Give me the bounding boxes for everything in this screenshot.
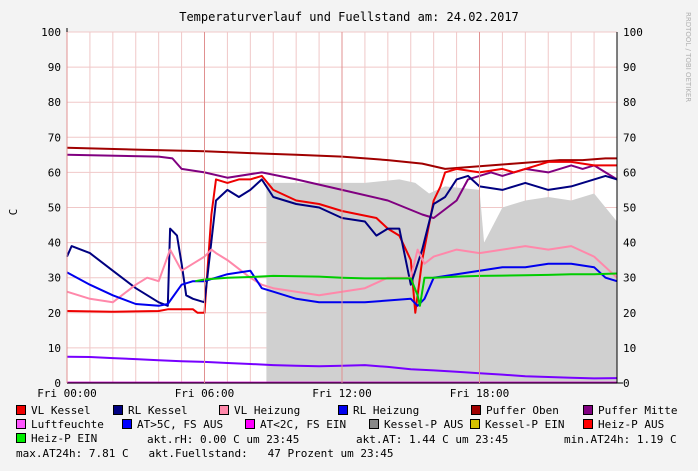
legend-label: VL Heizung	[234, 404, 301, 417]
legend-item: Kessel-P EIN	[470, 418, 564, 431]
legend-swatch	[16, 433, 26, 443]
legend-item: Heiz-P AUS	[583, 418, 664, 431]
legend-item: VL Heizung	[219, 404, 300, 417]
legend-item: RL Heizung	[338, 404, 419, 417]
legend-label: RL Heizung	[353, 404, 420, 417]
legend-swatch	[122, 419, 132, 429]
info-max-and-level: max.AT24h: 7.81 C akt.Fuellstand: 47 Pro…	[16, 447, 394, 460]
legend-label: Kessel-P AUS	[384, 418, 464, 431]
legend-item: RL Kessel	[113, 404, 188, 417]
legend-item: Luftfeuchte	[16, 418, 104, 431]
legend-label: AT>5C, FS AUS	[137, 418, 224, 431]
series-line-heiz-p-ein	[195, 272, 618, 307]
y-tick-label-right: 0	[623, 377, 630, 390]
y-tick-label-right: 60	[623, 166, 636, 179]
y-tick-label-right: 10	[623, 342, 636, 355]
legend-swatch	[338, 405, 348, 415]
legend-swatch	[583, 419, 593, 429]
legend-swatch	[583, 405, 593, 415]
series-line-vl-heizung	[66, 245, 618, 304]
y-tick-label: 60	[48, 166, 61, 179]
legend-item: Kessel-P AUS	[369, 418, 463, 431]
y-tick-label-right: 20	[623, 307, 636, 320]
legend-swatch	[245, 419, 255, 429]
x-tick-label: Fri 18:00	[450, 387, 510, 400]
y-tick-label-right: 80	[623, 96, 636, 109]
y-tick-label: 0	[54, 377, 61, 390]
legend-label: Puffer Mitte	[598, 404, 678, 417]
legend-swatch	[369, 419, 379, 429]
y-tick-label: 90	[48, 61, 61, 74]
legend-item: Puffer Oben	[471, 404, 559, 417]
legend-swatch	[219, 405, 229, 415]
series-area-fuellstand	[266, 179, 617, 383]
info-rh: akt.rH: 0.00 C um 23:45	[147, 433, 300, 446]
chart-title: Temperaturverlauf und Fuellstand am: 24.…	[179, 10, 519, 24]
y-tick-label: 30	[48, 272, 61, 285]
info-at: akt.AT: 1.44 C um 23:45	[356, 433, 509, 446]
legend-swatch	[471, 405, 481, 415]
y-tick-label-right: 50	[623, 202, 636, 215]
legend-item: VL Kessel	[16, 404, 91, 417]
y-tick-label: 20	[48, 307, 61, 320]
legend-swatch	[16, 419, 26, 429]
y-tick-label-right: 30	[623, 272, 636, 285]
legend-label: Puffer Oben	[486, 404, 559, 417]
series-line-puffer-oben	[66, 146, 617, 170]
legend-label: RL Kessel	[128, 404, 188, 417]
legend-label: Kessel-P EIN	[485, 418, 565, 431]
legend-item: Heiz-P EIN	[16, 432, 97, 445]
x-tick-label: Fri 12:00	[312, 387, 372, 400]
legend-item: AT>5C, FS AUS	[122, 418, 223, 431]
legend-swatch	[113, 405, 123, 415]
legend-item: Puffer Mitte	[583, 404, 677, 417]
y-tick-label-right: 70	[623, 131, 636, 144]
legend-swatch	[470, 419, 480, 429]
series-line-rl-kessel	[66, 174, 618, 307]
y-axis-label: C	[7, 209, 20, 216]
watermark: RRDTOOL / TOBI OETIKER	[684, 12, 692, 102]
y-tick-label: 10	[48, 342, 61, 355]
y-tick-label: 40	[48, 237, 61, 250]
legend-label: VL Kessel	[31, 404, 91, 417]
series-line-vl-kessel	[66, 160, 617, 314]
y-tick-label: 70	[48, 131, 61, 144]
series-line-puffer-mitte	[66, 153, 618, 219]
legend-swatch	[16, 405, 26, 415]
y-tick-label-right: 40	[623, 237, 636, 250]
legend-label: AT<2C, FS EIN	[260, 418, 347, 431]
legend-label: Heiz-P AUS	[598, 418, 665, 431]
y-tick-label: 50	[48, 202, 61, 215]
x-tick-label: Fri 00:00	[37, 387, 97, 400]
y-tick-label: 80	[48, 96, 61, 109]
y-tick-label: 100	[41, 26, 61, 39]
y-tick-label-right: 100	[623, 26, 643, 39]
plot-area: 0 0 10 10 20 20 30 30 40 40 50 50 60 60 70 70 80 80 90 90 10…	[37, 26, 643, 400]
legend-label: Heiz-P EIN	[31, 432, 98, 445]
legend-label: Luftfeuchte	[31, 418, 104, 431]
info-min-at: min.AT24h: 1.19 C	[564, 433, 677, 446]
legend-item: AT<2C, FS EIN	[245, 418, 346, 431]
y-tick-label-right: 90	[623, 61, 636, 74]
x-tick-label: Fri 06:00	[175, 387, 235, 400]
